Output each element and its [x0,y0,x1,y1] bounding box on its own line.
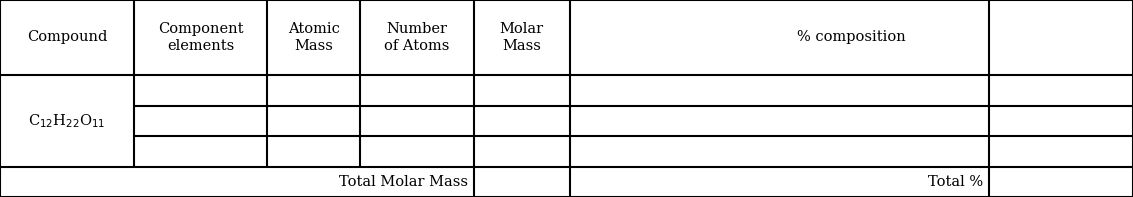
Text: % composition: % composition [798,30,905,45]
Text: Atomic
Mass: Atomic Mass [288,22,340,53]
Text: Component
elements: Component elements [157,22,244,53]
Text: Compound: Compound [27,30,107,45]
Text: Number
of Atoms: Number of Atoms [384,22,450,53]
Text: Total %: Total % [928,175,983,189]
Text: Molar
Mass: Molar Mass [500,22,544,53]
Text: Total Molar Mass: Total Molar Mass [339,175,468,189]
Text: C$_{12}$H$_{22}$O$_{11}$: C$_{12}$H$_{22}$O$_{11}$ [28,112,105,130]
